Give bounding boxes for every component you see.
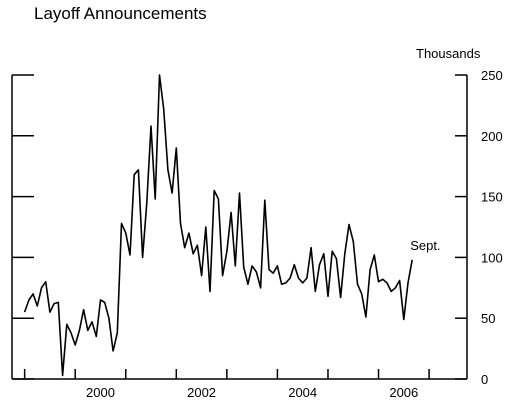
y-tick-label: 200 [481,129,503,144]
series-group [23,74,413,377]
chart-title: Layoff Announcements [34,4,207,23]
y-tick-label: 150 [481,190,503,205]
x-tick-label: 2004 [288,385,317,400]
y-tick-label: 0 [481,372,488,387]
y-tick-label: 50 [481,311,495,326]
x-tick-label: 2000 [86,385,115,400]
y-tick-label: 100 [481,250,503,265]
plot-frame [11,75,468,380]
annotation-label: Sept. [410,238,440,253]
x-tick-label: 2006 [389,385,418,400]
y-axis-ticks: 0 50 100 150 200 250 [12,68,503,387]
units-label: Thousands [416,46,481,61]
series-line-0 [23,74,413,377]
x-axis-ticks: 2000 2002 2004 2006 [23,369,430,400]
x-tick-label: 2002 [187,385,216,400]
y-tick-label: 250 [481,68,503,83]
